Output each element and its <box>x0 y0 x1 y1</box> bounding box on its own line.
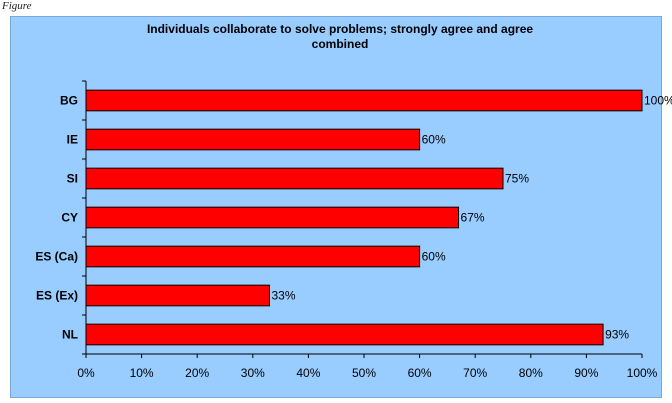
x-tick-label: 40% <box>296 366 320 380</box>
x-tick-label: 20% <box>185 366 209 380</box>
bars <box>86 90 642 345</box>
data-label: 93% <box>605 328 629 342</box>
data-label: 75% <box>505 172 529 186</box>
y-tick-label: CY <box>61 211 78 225</box>
bar <box>86 90 642 111</box>
bar <box>86 207 459 228</box>
x-tick-label: 70% <box>463 366 487 380</box>
y-tick-label: ES (Ex) <box>36 289 78 303</box>
x-tick-label: 10% <box>130 366 154 380</box>
x-tick-label: 0% <box>77 366 95 380</box>
x-tick-label: 30% <box>241 366 265 380</box>
data-label: 33% <box>271 289 295 303</box>
x-tick-label: 50% <box>352 366 376 380</box>
bar <box>86 285 269 306</box>
chart-title-line-1: Individuals collaborate to solve problem… <box>147 22 533 36</box>
y-tick-label: SI <box>67 172 78 186</box>
x-tick-label: 60% <box>408 366 432 380</box>
bar <box>86 324 603 345</box>
data-label: 100% <box>644 94 672 108</box>
y-tick-label: IE <box>67 133 78 147</box>
bar <box>86 246 420 267</box>
data-label: 67% <box>461 211 485 225</box>
data-label: 60% <box>422 133 446 147</box>
x-tick-label: 90% <box>574 366 598 380</box>
data-label: 60% <box>422 250 446 264</box>
y-tick-label: NL <box>62 328 78 342</box>
chart-title: Individuals collaborate to solve problem… <box>147 22 533 51</box>
y-tick-label: ES (Ca) <box>35 250 78 264</box>
y-tick-label: BG <box>60 94 78 108</box>
x-tick-label: 80% <box>519 366 543 380</box>
bar <box>86 129 420 150</box>
x-tick-label: 100% <box>627 366 658 380</box>
chart-title-line-2: combined <box>312 37 369 51</box>
bar <box>86 168 503 189</box>
